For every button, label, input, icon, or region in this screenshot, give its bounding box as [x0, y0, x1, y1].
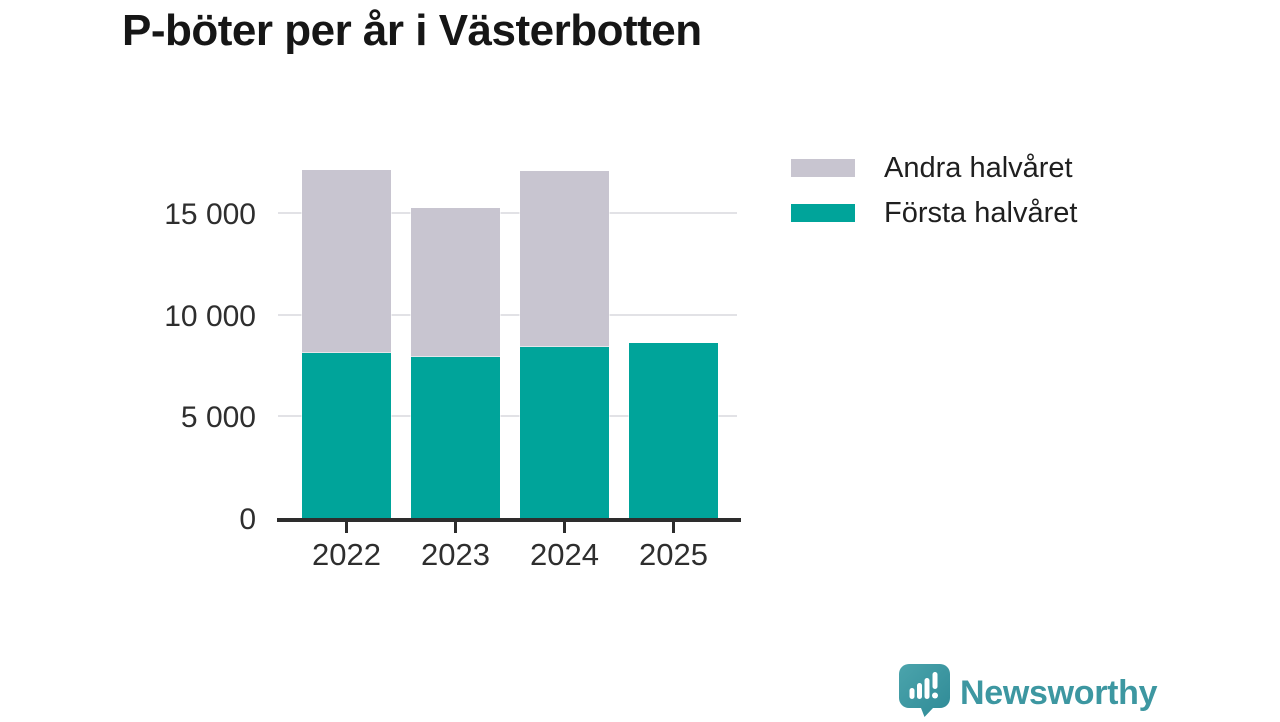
bar-segment-första-halvåret-2024: [520, 347, 609, 518]
plot-area: [278, 140, 737, 518]
legend-label: Första halvåret: [884, 196, 1078, 229]
bar-stack-2025: [629, 343, 718, 518]
legend-item: Andra halvåret: [791, 152, 1077, 184]
gridline-5000: [278, 415, 737, 418]
y-tick-label: 5 000: [180, 401, 256, 435]
x-tick: [345, 522, 348, 533]
bar-segment-första-halvåret-2023: [411, 357, 500, 518]
legend-item: Första halvåret: [791, 197, 1077, 229]
x-tick-label-2022: 2022: [312, 537, 381, 572]
x-tick-label-2025: 2025: [639, 537, 708, 572]
y-tick-label: 10 000: [164, 299, 256, 333]
x-tick: [454, 522, 457, 533]
page-title: P-böter per år i Västerbotten: [122, 6, 702, 55]
legend: Andra halvåret Första halvåret: [791, 152, 1077, 242]
brand-logo: Newsworthy: [899, 664, 1158, 722]
bar-stack-2023: [411, 207, 500, 518]
bar-segment-första-halvåret-2022: [302, 353, 391, 518]
brand-name: Newsworthy: [960, 673, 1158, 712]
bar-segment-andra-halvåret-2022: [302, 170, 391, 354]
bar-segment-första-halvåret-2025: [629, 343, 718, 518]
y-tick-label: 15 000: [164, 198, 256, 231]
x-tick-label-2023: 2023: [421, 537, 490, 572]
bar-stack-2022: [302, 170, 391, 518]
newsworthy-logo-icon: [899, 664, 950, 722]
legend-swatch: [791, 159, 855, 177]
gridline-10000: [278, 313, 737, 316]
y-tick-label: 0: [239, 503, 256, 536]
x-tick: [672, 522, 675, 533]
gridline-15000: [278, 212, 737, 214]
legend-swatch: [791, 204, 855, 222]
x-tick: [563, 522, 566, 533]
x-axis-line: [277, 518, 741, 522]
x-tick-label-2024: 2024: [530, 537, 599, 572]
legend-label: Andra halvåret: [884, 151, 1073, 184]
bar-stack-2024: [520, 171, 609, 518]
bar-segment-andra-halvåret-2024: [520, 171, 609, 348]
bar-segment-andra-halvåret-2023: [411, 207, 500, 358]
